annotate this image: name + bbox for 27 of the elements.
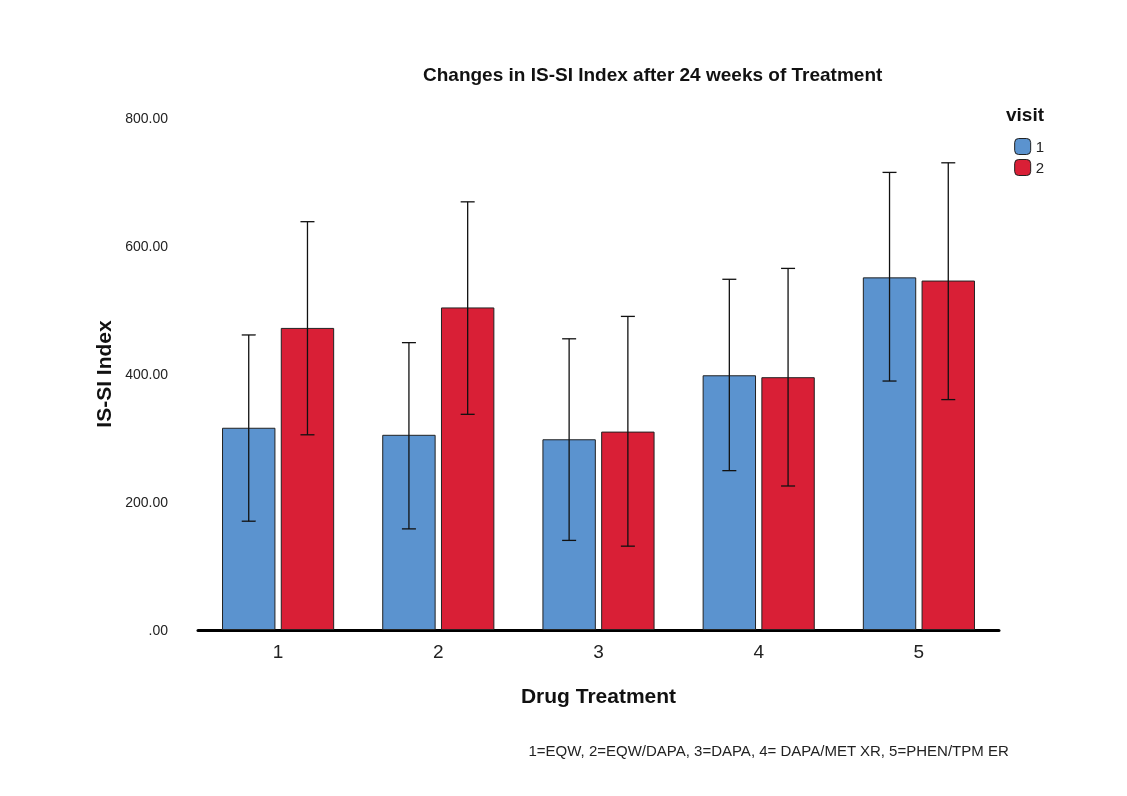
legend-title: visit [1005, 104, 1045, 125]
legend-label: 2 [1035, 159, 1044, 176]
bar [921, 280, 975, 630]
text: 1=EQW, 2=EQW/DAPA, 3=DAPA, 4= DAPA/MET XR, 5=PHEN/TPM ER [528, 742, 1009, 759]
y-tick-label: .00 [148, 622, 169, 638]
y-tick-label: 800.00 [125, 110, 169, 126]
legend-label: 1 [1035, 138, 1044, 155]
bar [440, 307, 495, 630]
x-tick-label: 5 [913, 641, 925, 662]
chart-title: Changes in IS-SI Index after 24 weeks of Treatment [423, 64, 883, 85]
x-tick-label: 1 [272, 641, 284, 662]
y-axis-title: IS-SI Index [92, 320, 116, 428]
bar [382, 434, 436, 630]
x-axis-title: Drug Treatment [520, 684, 677, 707]
y-tick-label: 600.00 [125, 238, 169, 254]
y-tick-label: 200.00 [125, 494, 169, 510]
bar [542, 439, 596, 630]
x-tick-label: 2 [433, 641, 444, 662]
bar [601, 431, 655, 630]
x-tick-label: 4 [753, 641, 765, 662]
bar [702, 375, 757, 630]
bar [280, 327, 335, 630]
bar [862, 277, 917, 630]
x-tick-label: 3 [593, 641, 604, 662]
bar [761, 377, 815, 630]
bar [222, 427, 276, 630]
y-tick-label: 400.00 [125, 366, 169, 382]
